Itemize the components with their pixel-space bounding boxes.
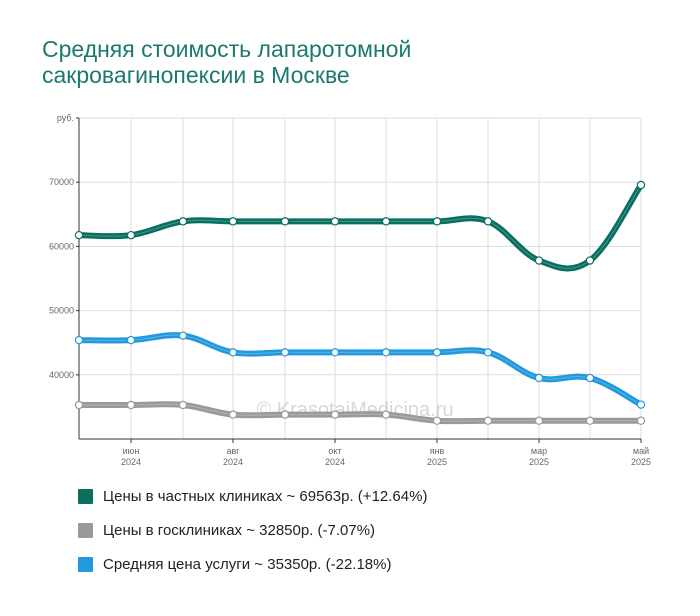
data-point-public[interactable] — [381, 410, 391, 419]
data-point-private[interactable] — [585, 256, 595, 265]
data-point-average[interactable] — [178, 331, 188, 340]
data-point-private[interactable] — [534, 256, 544, 265]
data-point-average[interactable] — [228, 348, 238, 357]
data-points — [74, 180, 646, 425]
data-point-public[interactable] — [636, 416, 646, 425]
data-point-private[interactable] — [381, 217, 391, 226]
y-tick-label: 70000 — [49, 177, 74, 187]
data-point-private[interactable] — [280, 217, 290, 226]
x-tick-label-month: янв — [430, 446, 445, 456]
x-tick-label-month: мар — [531, 446, 547, 456]
legend-item-private[interactable]: Цены в частных клиниках ~ 69563р. (+12.6… — [78, 486, 427, 506]
x-tick-label-year: 2024 — [223, 457, 243, 467]
x-tick-label-year: 2024 — [325, 457, 345, 467]
series-line-public — [76, 401, 644, 425]
data-point-public[interactable] — [330, 410, 340, 419]
data-point-average[interactable] — [330, 348, 340, 357]
data-point-public[interactable] — [432, 416, 442, 425]
data-point-public[interactable] — [126, 400, 136, 410]
legend-item-average[interactable]: Средняя цена услуги ~ 35350р. (-22.18%) — [78, 554, 427, 574]
x-tick-label-month: авг — [226, 446, 240, 456]
x-tick-label-month: июн — [123, 446, 140, 456]
data-point-public[interactable] — [178, 400, 188, 410]
data-point-public[interactable] — [74, 400, 84, 410]
axes: 40000500006000070000руб.июн2024авг2024ок… — [49, 113, 651, 467]
y-axis-unit-label: руб. — [57, 113, 74, 123]
data-point-public[interactable] — [483, 416, 493, 425]
y-tick-label: 60000 — [49, 241, 74, 251]
grid-lines — [78, 117, 642, 439]
series-line-highlight-average — [78, 334, 642, 406]
data-point-private[interactable] — [126, 230, 136, 240]
legend-swatch-private — [78, 488, 93, 504]
data-point-private[interactable] — [330, 217, 340, 226]
line-chart: 40000500006000070000руб.июн2024авг2024ок… — [49, 113, 651, 467]
legend-label-average: Средняя цена услуги ~ 35350р. (-22.18%) — [103, 555, 392, 573]
x-tick-label-month: окт — [328, 446, 341, 456]
legend-label-public: Цены в госклиниках ~ 32850р. (-7.07%) — [103, 521, 376, 539]
data-point-average[interactable] — [381, 348, 391, 357]
data-point-public[interactable] — [534, 416, 544, 425]
data-point-private[interactable] — [74, 230, 84, 240]
x-tick-label-year: 2025 — [631, 457, 651, 467]
chart-title: Средняя стоимость лапаротомной сакроваги… — [42, 36, 662, 88]
chart-title-line-2: сакровагинопексии в Москве — [42, 62, 350, 88]
data-point-average[interactable] — [432, 348, 442, 357]
data-point-public[interactable] — [585, 416, 595, 425]
data-point-private[interactable] — [228, 217, 238, 226]
chart-legend: Цены в частных клиниках ~ 69563р. (+12.6… — [78, 486, 427, 588]
chart-title-line-1: Средняя стоимость лапаротомной — [42, 36, 412, 62]
data-point-average[interactable] — [280, 348, 290, 357]
data-point-average[interactable] — [74, 335, 84, 345]
data-point-average[interactable] — [636, 400, 646, 409]
data-point-average[interactable] — [534, 373, 544, 383]
data-point-public[interactable] — [228, 410, 238, 419]
data-point-private[interactable] — [636, 180, 646, 190]
data-point-public[interactable] — [280, 410, 290, 419]
series-line-average — [76, 332, 644, 408]
x-tick-label-month: май — [633, 446, 649, 456]
x-tick-label-year: 2025 — [427, 457, 447, 467]
data-point-private[interactable] — [483, 217, 493, 226]
y-tick-label: 50000 — [49, 306, 74, 316]
data-point-private[interactable] — [432, 217, 442, 226]
data-point-average[interactable] — [585, 373, 595, 383]
series-lines — [76, 182, 644, 425]
legend-item-public[interactable]: Цены в госклиниках ~ 32850р. (-7.07%) — [78, 520, 427, 540]
data-point-average[interactable] — [126, 335, 136, 345]
data-point-average[interactable] — [483, 348, 493, 357]
y-tick-label: 40000 — [49, 370, 74, 380]
series-line-highlight-private — [78, 184, 642, 269]
legend-swatch-public — [78, 522, 93, 538]
x-tick-label-year: 2024 — [121, 457, 141, 467]
series-line-highlight-public — [78, 403, 641, 422]
legend-label-private: Цены в частных клиниках ~ 69563р. (+12.6… — [103, 487, 428, 505]
data-point-private[interactable] — [178, 217, 188, 226]
x-tick-label-year: 2025 — [529, 457, 549, 467]
legend-swatch-average — [78, 556, 93, 572]
